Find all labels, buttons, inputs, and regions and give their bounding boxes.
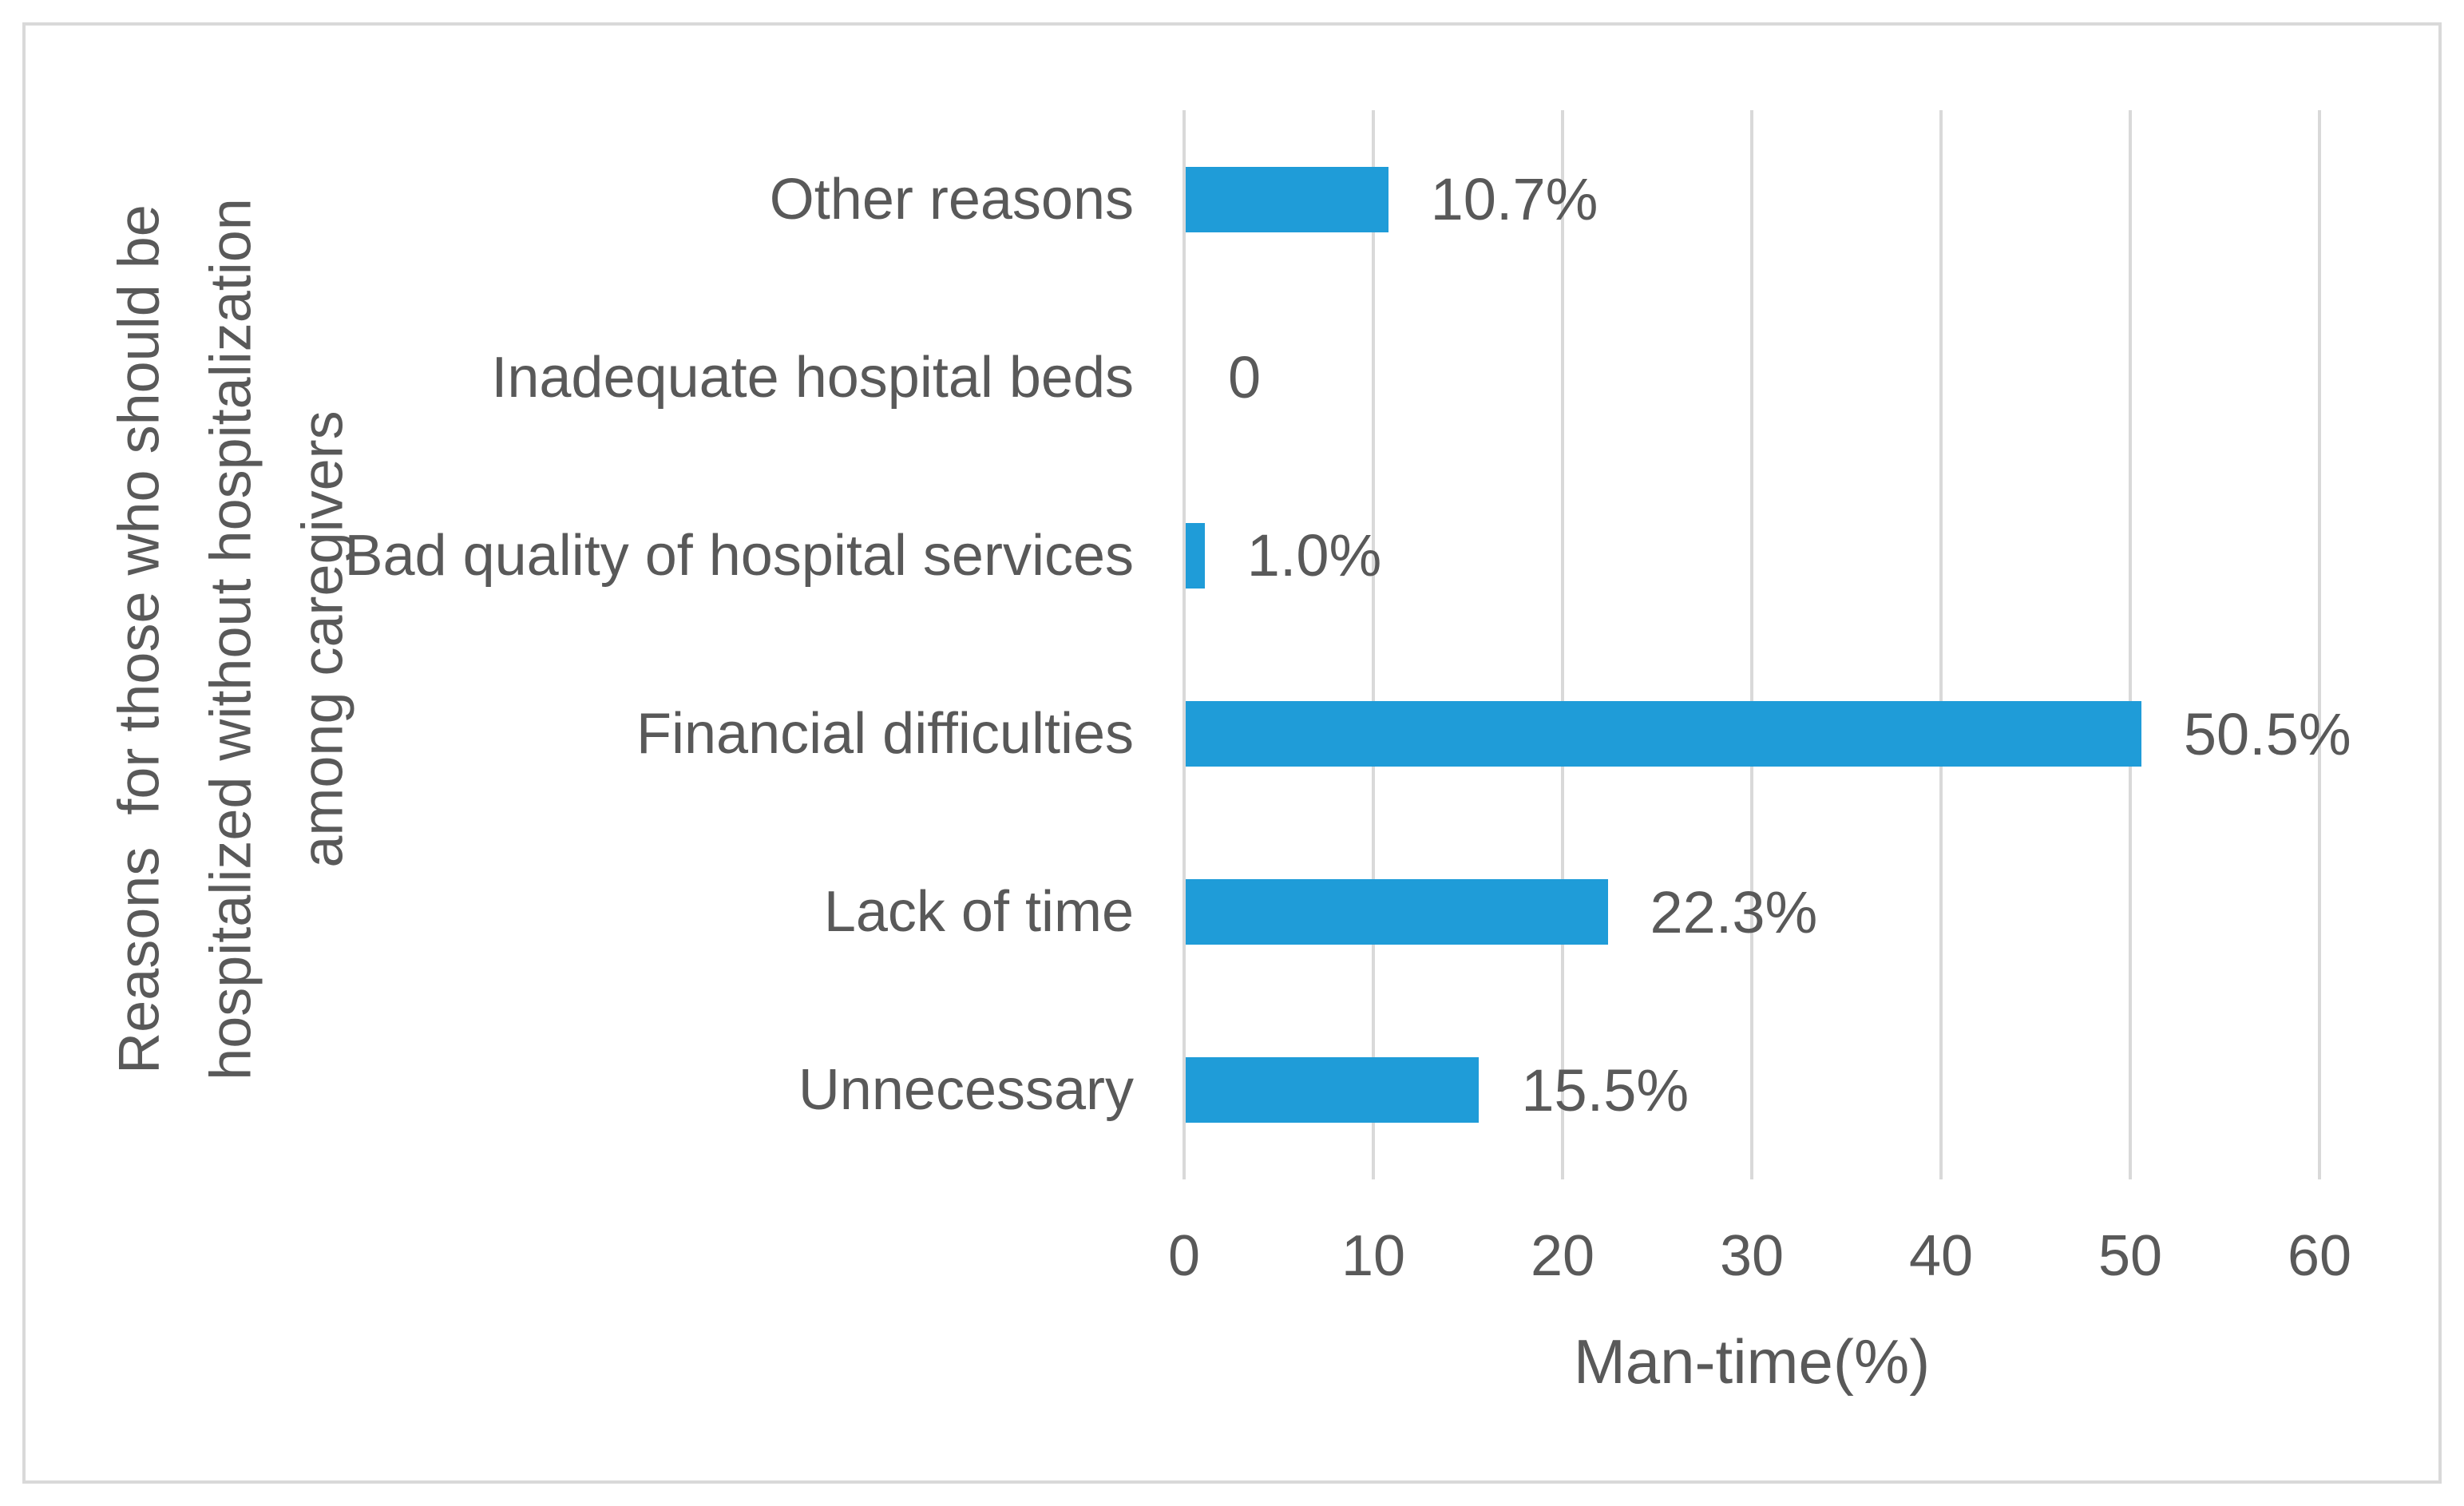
- category-label: Inadequate hospital beds: [491, 345, 1134, 410]
- gridline: [2129, 110, 2132, 1179]
- bar: [1186, 522, 1205, 589]
- value-label: 50.5%: [2183, 700, 2351, 767]
- gridline: [1372, 110, 1375, 1179]
- gridline: [1561, 110, 1564, 1179]
- category-label: Other reasons: [769, 167, 1134, 232]
- bar: [1186, 879, 1608, 945]
- x-tick-label: 50: [2098, 1224, 2163, 1288]
- category-label: Financial difficulties: [636, 702, 1134, 767]
- gridline: [2318, 110, 2321, 1179]
- x-axis-title: Man-time(%): [1573, 1326, 1931, 1397]
- value-label: 15.5%: [1521, 1056, 1690, 1124]
- x-tick-label: 30: [1719, 1224, 1785, 1288]
- x-tick-label: 40: [1908, 1224, 1974, 1288]
- category-label: Lack of time: [823, 880, 1134, 945]
- category-label: Bad quality of hospital services: [344, 523, 1134, 588]
- value-label: 0: [1228, 344, 1262, 411]
- gridline: [1750, 110, 1753, 1179]
- x-tick-label: 60: [2287, 1224, 2352, 1288]
- x-tick-label: 20: [1530, 1224, 1595, 1288]
- bar: [1186, 1057, 1480, 1124]
- value-label: 1.0%: [1246, 522, 1382, 589]
- gridline: [1939, 110, 1943, 1179]
- x-tick-label: 10: [1341, 1224, 1406, 1288]
- value-label: 10.7%: [1430, 166, 1598, 233]
- bar: [1186, 701, 2141, 767]
- value-label: 22.3%: [1650, 878, 1818, 945]
- y-axis-line: [1182, 110, 1186, 1179]
- bar: [1186, 166, 1388, 232]
- category-label: Unnecessary: [798, 1058, 1134, 1123]
- x-tick-label: 0: [1167, 1224, 1201, 1288]
